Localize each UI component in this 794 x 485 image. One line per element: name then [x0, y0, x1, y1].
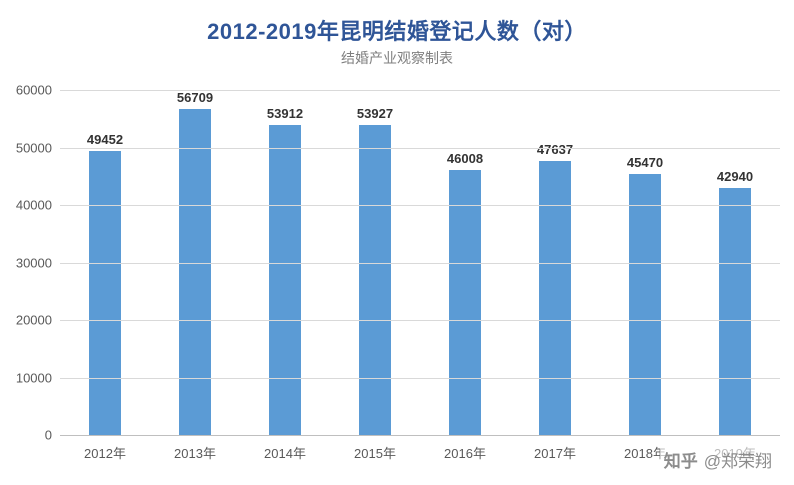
- bar-value-label: 49452: [86, 131, 124, 147]
- x-tick-label: 2017年: [534, 446, 576, 461]
- bar-column: 45470: [600, 90, 690, 435]
- gridline: [60, 262, 780, 264]
- bar: [179, 109, 211, 435]
- x-tick-label: 2012年: [84, 446, 126, 461]
- y-tick-label: 0: [44, 427, 52, 443]
- watermark-handle: @郑荣翔: [703, 452, 772, 471]
- bar-value-label: 53927: [356, 105, 394, 121]
- y-tick-label: 30000: [15, 255, 52, 270]
- bar-column: 53912: [240, 90, 330, 435]
- y-tick-label: 50000: [15, 140, 52, 155]
- bar-column: 53927: [330, 90, 420, 435]
- bar-column: 49452: [60, 90, 150, 435]
- y-tick-label: 60000: [15, 82, 52, 98]
- bar-column: 42940: [690, 90, 780, 435]
- x-tick-label: 2015年: [354, 446, 396, 461]
- bar-column: 47637: [510, 90, 600, 435]
- zhihu-logo-icon: 知乎: [663, 452, 698, 471]
- bar: [719, 188, 751, 435]
- y-tick-label: 40000: [15, 197, 52, 213]
- bar: [269, 125, 301, 435]
- gridline: [60, 147, 780, 149]
- watermark: 知乎 @郑荣翔: [659, 446, 776, 473]
- x-tick-label: 2018年: [624, 446, 666, 461]
- gridline: [60, 377, 780, 379]
- bar: [89, 150, 121, 435]
- gridline: [60, 90, 780, 91]
- bar-column: 56709: [150, 90, 240, 435]
- bar: [449, 170, 481, 435]
- bar-value-label: 53912: [266, 106, 304, 122]
- x-tick-label: 2014年: [264, 446, 306, 461]
- bar-value-label: 47637: [536, 142, 574, 158]
- bar: [629, 173, 661, 435]
- bar-value-label: 56709: [176, 90, 214, 105]
- y-tick-label: 10000: [15, 370, 52, 385]
- bar: [539, 161, 571, 435]
- bar-value-label: 42940: [716, 169, 754, 185]
- bar-column: 46008: [420, 90, 510, 435]
- y-tick-label: 20000: [15, 312, 52, 328]
- bar: [359, 124, 391, 435]
- chart-title: 2012-2019年昆明结婚登记人数（对）: [207, 19, 587, 44]
- plot-area: 49452 56709 53912 53927 46008 47637 45470 42940…: [16, 83, 780, 443]
- bars-row: 49452 56709 53912 53927 46008 47637 45470 42940: [60, 90, 780, 435]
- bar-value-label: 46008: [446, 151, 484, 167]
- gridline: [60, 205, 780, 206]
- chart-subtitle: 结婚产业观察制表: [341, 50, 453, 66]
- gridline: [60, 320, 780, 321]
- bar-value-label: 45470: [626, 154, 664, 170]
- x-tick-label: 2013年: [174, 446, 216, 461]
- x-tick-label: 2016年: [444, 446, 486, 461]
